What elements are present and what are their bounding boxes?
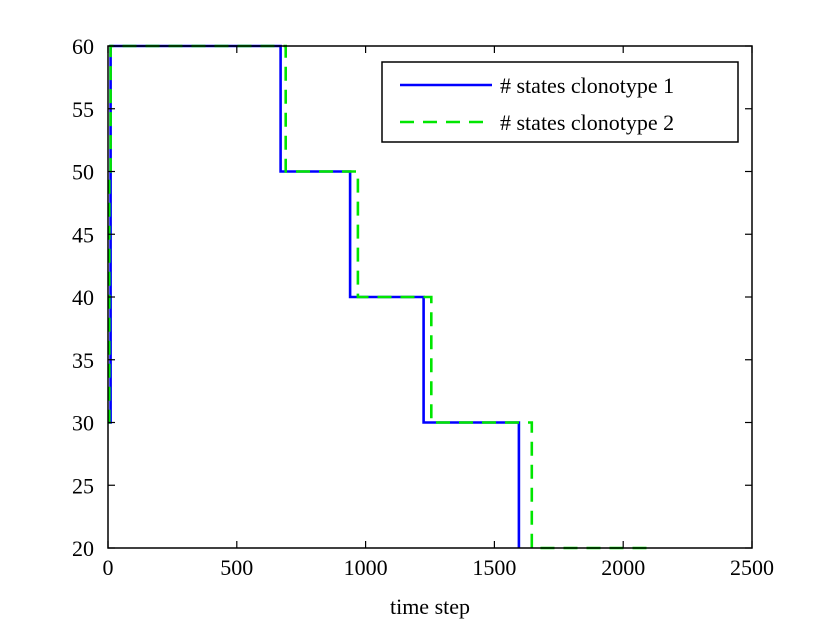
y-tick-label: 60	[72, 34, 94, 59]
y-tick-label: 50	[72, 160, 94, 185]
legend-label-clonotype-1: # states clonotype 1	[500, 73, 674, 98]
y-tick-label: 45	[72, 222, 94, 247]
y-tick-label: 20	[72, 536, 94, 561]
y-tick-label: 40	[72, 285, 94, 310]
x-axis-title: time step	[390, 594, 470, 619]
y-tick-label: 25	[72, 473, 94, 498]
x-tick-label: 500	[220, 555, 253, 580]
legend-label-clonotype-2: # states clonotype 2	[500, 110, 674, 135]
y-tick-label: 35	[72, 348, 94, 373]
y-tick-label: 55	[72, 97, 94, 122]
legend: # states clonotype 1 # states clonotype 2	[381, 61, 739, 143]
x-tick-label: 1000	[344, 555, 388, 580]
x-tick-label: 0	[103, 555, 114, 580]
x-tick-label: 2500	[730, 555, 774, 580]
axis-ticks: 0 500 1000 1500 2000 2500 20 25 30 35 40 45 50 55 60	[72, 34, 774, 580]
legend-box	[381, 61, 739, 143]
x-tick-label: 1500	[472, 555, 516, 580]
x-tick-label: 2000	[601, 555, 645, 580]
y-tick-label: 30	[72, 411, 94, 436]
